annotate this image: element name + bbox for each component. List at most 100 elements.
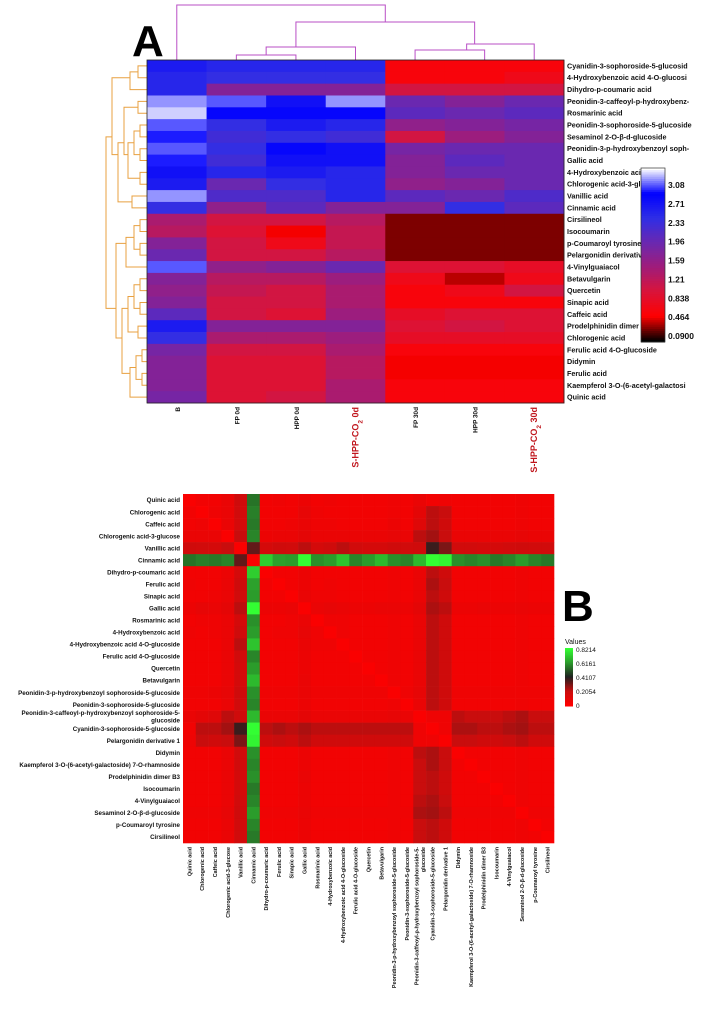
heatmap-b-cell bbox=[208, 602, 222, 615]
heatmap-b-cell bbox=[259, 554, 273, 567]
heatmap-a-cell bbox=[147, 332, 207, 345]
heatmap-a-cell bbox=[147, 119, 207, 132]
heatmap-b-cell bbox=[374, 626, 388, 639]
heatmap-b-cell bbox=[477, 566, 491, 579]
legend-gradient-step bbox=[641, 339, 665, 343]
heatmap-b-cell bbox=[272, 638, 286, 651]
heatmap-b-cell bbox=[246, 578, 261, 591]
heatmap-b-cell bbox=[285, 578, 299, 591]
heatmap-a-cell bbox=[385, 95, 446, 108]
heatmap-b-cell bbox=[246, 554, 261, 567]
heatmap-b-cell bbox=[362, 506, 376, 519]
heatmap-b-cell bbox=[272, 578, 286, 591]
heatmap-b-cell bbox=[208, 722, 222, 735]
heatmap-a-column-label: HPP 0d bbox=[294, 407, 301, 429]
legend-gradient-step bbox=[641, 233, 665, 236]
heatmap-b-cell bbox=[221, 674, 235, 687]
heatmap-a-cell bbox=[325, 130, 386, 144]
heatmap-a-cell bbox=[444, 284, 505, 297]
heatmap-b-cell bbox=[323, 818, 337, 832]
heatmap-b-cell bbox=[541, 566, 555, 579]
heatmap-b-cell bbox=[272, 806, 286, 820]
values-legend-gradient-step bbox=[565, 704, 573, 707]
heatmap-b-cell bbox=[208, 746, 222, 760]
heatmap-b-cell bbox=[272, 506, 286, 519]
dendrogram-link bbox=[121, 307, 130, 374]
heatmap-b-cell bbox=[208, 758, 222, 772]
heatmap-b-cell bbox=[438, 506, 452, 519]
heatmap-b-cell bbox=[490, 758, 504, 772]
heatmap-b-cell bbox=[362, 698, 376, 711]
heatmap-b-cell bbox=[490, 710, 504, 723]
heatmap-b-cell bbox=[234, 650, 248, 663]
heatmap-b-cell bbox=[464, 734, 478, 748]
heatmap-b-cell bbox=[502, 734, 516, 748]
legend-gradient-step bbox=[641, 211, 665, 215]
heatmap-b-cell bbox=[451, 554, 465, 567]
heatmap-b-cell bbox=[413, 674, 427, 687]
values-legend-gradient-step bbox=[565, 689, 573, 692]
heatmap-b-cell bbox=[374, 710, 388, 723]
heatmap-b-cell bbox=[221, 494, 235, 507]
heatmap-b-cell bbox=[400, 698, 414, 711]
heatmap-b-column-label: 4-Hydroxybenzoic acid bbox=[328, 847, 334, 906]
heatmap-b-cell bbox=[285, 566, 299, 579]
heatmap-b-cell bbox=[323, 590, 337, 603]
heatmap-b-cell bbox=[426, 650, 440, 663]
heatmap-b-column-label: Isocoumarin bbox=[494, 847, 500, 879]
heatmap-b-cell bbox=[336, 650, 350, 663]
heatmap-b-cell bbox=[477, 614, 491, 627]
heatmap-b-cell bbox=[234, 542, 248, 555]
heatmap-b-cell bbox=[221, 518, 235, 531]
heatmap-b-cell bbox=[259, 746, 273, 760]
heatmap-b-cell bbox=[528, 650, 542, 663]
legend-tick-label: 2.33 bbox=[668, 218, 685, 228]
heatmap-b-cell bbox=[438, 626, 452, 639]
heatmap-a-cell bbox=[266, 261, 327, 274]
heatmap-a-cell bbox=[385, 71, 446, 85]
heatmap-b-row-label: Peonidin-3-sophoroside-5-glucoside bbox=[73, 702, 181, 709]
heatmap-a-cell bbox=[147, 71, 207, 85]
heatmap-b-cell bbox=[374, 806, 388, 820]
heatmap-b-cell bbox=[464, 578, 478, 591]
heatmap-b-column-label: Cirsilineol bbox=[546, 846, 552, 873]
heatmap-a-cell bbox=[444, 379, 505, 392]
heatmap-b-cell bbox=[502, 518, 516, 531]
legend-gradient-step bbox=[641, 318, 665, 321]
heatmap-b-cell bbox=[195, 590, 209, 603]
heatmap-a-cell bbox=[147, 166, 207, 179]
heatmap-b-cell bbox=[464, 722, 478, 735]
heatmap-b-cell bbox=[298, 770, 312, 784]
heatmap-b-row-label: Cirsilineol bbox=[150, 834, 180, 841]
heatmap-b-cell bbox=[183, 506, 197, 519]
heatmap-b-cell bbox=[515, 506, 529, 519]
heatmap-b-cell bbox=[502, 530, 516, 543]
heatmap-b-cell bbox=[387, 710, 401, 723]
legend-gradient-step bbox=[641, 200, 665, 204]
dendrogram-link bbox=[139, 242, 147, 256]
heatmap-b-cell bbox=[426, 530, 440, 543]
heatmap-b-cell bbox=[400, 710, 414, 723]
heatmap-b-cell bbox=[438, 794, 452, 808]
heatmap-b-cell bbox=[400, 590, 414, 603]
heatmap-b-cell bbox=[195, 770, 209, 784]
heatmap-a-cell bbox=[266, 284, 327, 297]
heatmap-b-cell bbox=[221, 794, 235, 808]
heatmap-a-cell bbox=[325, 225, 386, 238]
heatmap-b-cell bbox=[374, 746, 388, 760]
heatmap-b-cell bbox=[502, 818, 516, 832]
heatmap-b-cell bbox=[502, 686, 516, 699]
heatmap-a-border bbox=[146, 59, 565, 404]
heatmap-b-cell bbox=[208, 554, 222, 567]
heatmap-b-cell bbox=[438, 710, 452, 723]
heatmap-b-cell bbox=[400, 506, 414, 519]
heatmap-b-cell bbox=[298, 602, 312, 615]
heatmap-b-cell bbox=[349, 518, 363, 531]
heatmap-b-cell bbox=[438, 722, 452, 735]
heatmap-b-cell bbox=[298, 794, 312, 808]
heatmap-a-cell bbox=[504, 142, 565, 156]
heatmap-b-cell bbox=[349, 782, 363, 796]
heatmap-b-cell bbox=[234, 806, 248, 820]
heatmap-b-cell bbox=[528, 758, 542, 772]
heatmap-b-cell bbox=[323, 518, 337, 531]
